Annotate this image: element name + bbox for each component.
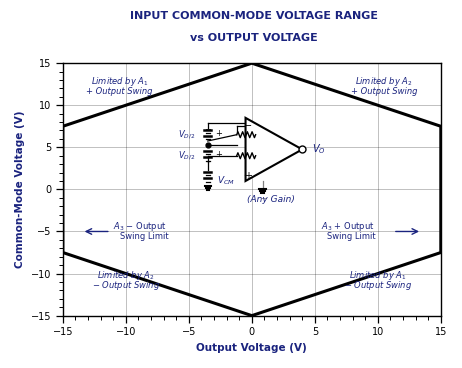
Text: $-$: $-$ [243,119,253,129]
Text: $-$: $-$ [204,123,212,132]
Polygon shape [245,118,302,181]
Text: Swing Limit: Swing Limit [328,232,376,241]
Text: $V_{D/2}$: $V_{D/2}$ [178,128,195,141]
Text: Limited by $A_1$: Limited by $A_1$ [349,269,407,282]
Text: $-$ Output Swing: $-$ Output Swing [344,279,412,292]
Text: Swing Limit: Swing Limit [120,232,168,241]
X-axis label: Output Voltage (V): Output Voltage (V) [196,343,307,353]
Text: $+$: $+$ [215,128,223,138]
Text: $+$: $+$ [215,149,223,159]
Text: $V_O$: $V_O$ [312,142,326,156]
Text: Limited by $A_2$: Limited by $A_2$ [97,269,155,282]
Text: vs OUTPUT VOLTAGE: vs OUTPUT VOLTAGE [190,33,318,43]
Text: $V_{CM}$: $V_{CM}$ [217,175,234,187]
Text: $V_{D/2}$: $V_{D/2}$ [178,149,195,162]
Text: $-$: $-$ [260,192,268,201]
Text: + Output Swing: + Output Swing [351,87,417,96]
Text: INPUT COMMON-MODE VOLTAGE RANGE: INPUT COMMON-MODE VOLTAGE RANGE [130,11,378,21]
Text: + Output Swing: + Output Swing [86,87,153,96]
Text: $A_3$ + Output: $A_3$ + Output [321,220,375,233]
Text: $A_3$ $-$ Output: $A_3$ $-$ Output [113,220,167,233]
Text: Limited by $A_1$: Limited by $A_1$ [91,75,148,88]
Text: $+$: $+$ [243,170,253,181]
Text: (Any Gain): (Any Gain) [247,195,295,204]
Text: Limited by $A_2$: Limited by $A_2$ [355,75,413,88]
Text: $-$ Output Swing: $-$ Output Swing [92,279,160,292]
Y-axis label: Common-Mode Voltage (V): Common-Mode Voltage (V) [15,111,25,268]
